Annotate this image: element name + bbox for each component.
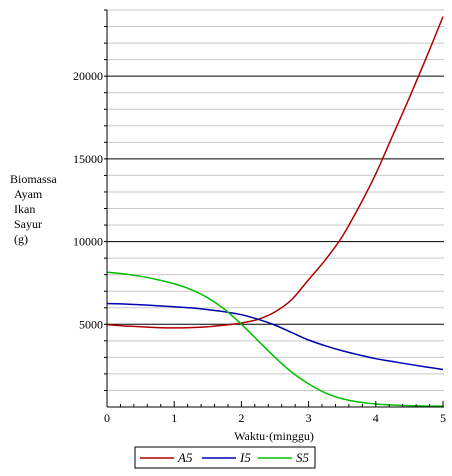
ylabel-line-4: Sayur [14, 217, 42, 231]
x-tick-label: 4 [373, 411, 379, 425]
x-tick-label: 1 [171, 411, 177, 425]
y-axis-label: Biomassa Ayam Ikan Sayur (g) [10, 172, 57, 246]
grid [107, 9, 444, 391]
series-layer [106, 16, 444, 407]
ylabel-line-2: Ayam [14, 187, 43, 201]
x-tick-label: 2 [238, 411, 244, 425]
legend-label-a5: A5 [177, 450, 193, 465]
y-tick-label: 5000 [79, 317, 103, 331]
x-axis-label: Waktu·(minggu) [234, 429, 314, 443]
series-line-s5 [106, 271, 444, 407]
y-tick-label: 20000 [73, 69, 103, 83]
x-tick-label: 5 [440, 411, 446, 425]
legend-label-s5: S5 [296, 450, 310, 465]
ylabel-line-1: Biomassa [10, 172, 57, 186]
series-line-i5 [106, 302, 444, 371]
legend: A5 I5 S5 [134, 446, 316, 469]
ylabel-line-3: Ikan [14, 202, 35, 216]
ticks: 0 1 2 3 4 5 5000 10000 15000 20000 [73, 9, 446, 425]
ylabel-line-5: (g) [14, 232, 28, 246]
legend-label-i5: I5 [239, 450, 251, 465]
y-tick-label: 15000 [73, 152, 103, 166]
x-tick-label: 3 [306, 411, 312, 425]
x-tick-label: 0 [104, 411, 110, 425]
series-line-a5 [106, 16, 444, 329]
y-tick-label: 10000 [73, 235, 103, 249]
